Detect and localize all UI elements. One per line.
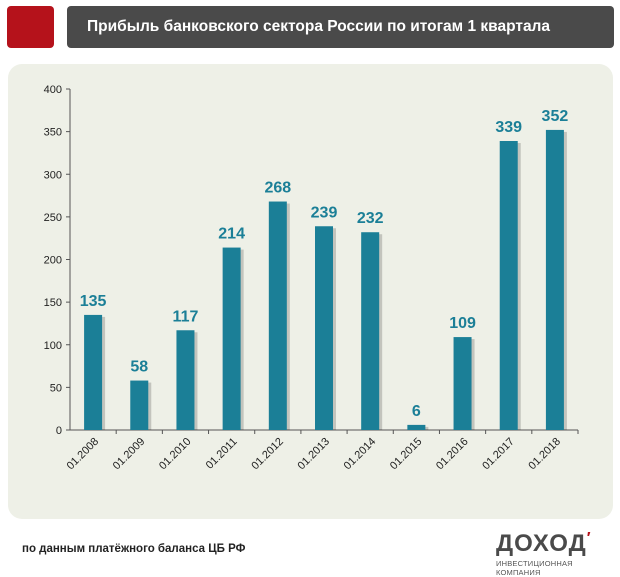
data-label: 117 <box>173 308 199 325</box>
bars <box>84 129 567 431</box>
chart-title: Прибыль банковского сектора России по ит… <box>87 18 551 35</box>
x-tick-label: 01.2010 <box>157 436 194 473</box>
data-label: 109 <box>449 315 476 332</box>
y-tick-label: 0 <box>56 425 62 437</box>
y-tick-label: 150 <box>44 297 62 309</box>
bar <box>407 424 426 430</box>
bar <box>315 226 333 430</box>
data-label: 232 <box>357 210 384 227</box>
x-tick-label: 01.2018 <box>526 436 563 473</box>
y-tick-label: 250 <box>44 212 62 224</box>
x-tick-label: 01.2008 <box>65 436 102 473</box>
brand-tagline: ИНВЕСТИЦИОННАЯ КОМПАНИЯ <box>496 559 573 577</box>
bar <box>176 330 195 430</box>
x-tick-label: 01.2012 <box>249 436 286 473</box>
brand-logo: ДОХОД′ ИНВЕСТИЦИОННАЯ КОМПАНИЯ <box>496 530 606 577</box>
bar <box>499 141 518 430</box>
x-tick-label: 01.2009 <box>111 436 148 473</box>
y-tick-label: 100 <box>44 340 62 352</box>
x-axis: 01.2008 01.2009 01.2010 01.2011 01.2012 01.20… <box>65 429 579 473</box>
brand-mark: ′ <box>586 530 592 547</box>
x-tick-label: 01.2016 <box>434 436 471 473</box>
title-bar: Прибыль банковского сектора России по ит… <box>67 6 614 48</box>
data-label: 239 <box>311 204 338 221</box>
data-label: 352 <box>542 108 569 125</box>
data-labels: 135 58 117 214 268 239 232 6 109 339 352 <box>80 108 569 420</box>
data-label: 339 <box>495 119 522 136</box>
data-label: 268 <box>264 180 291 197</box>
x-tick-label: 01.2017 <box>480 436 517 473</box>
bar <box>130 380 149 430</box>
data-label: 6 <box>412 403 421 420</box>
source-note: по данным платёжного баланса ЦБ РФ <box>22 543 246 555</box>
y-axis: 0 50 100 150 200 250 300 350 400 <box>44 84 71 437</box>
bar <box>545 129 564 431</box>
x-tick-label: 01.2015 <box>388 436 425 473</box>
x-tick-label: 01.2014 <box>342 436 379 473</box>
y-tick-label: 300 <box>44 169 62 181</box>
x-tick-label: 01.2013 <box>296 436 333 473</box>
bar <box>268 201 287 430</box>
bar <box>361 232 380 430</box>
bar <box>453 337 472 430</box>
y-tick-label: 350 <box>44 127 62 139</box>
bar <box>222 247 241 430</box>
brand-name: ДОХОД <box>496 530 587 557</box>
x-tick-label: 01.2011 <box>204 436 240 472</box>
data-label: 58 <box>130 359 148 376</box>
data-label: 135 <box>80 293 107 310</box>
y-tick-label: 50 <box>50 382 62 394</box>
y-tick-label: 200 <box>44 255 62 267</box>
data-label: 214 <box>218 226 245 243</box>
y-tick-label: 400 <box>44 84 62 96</box>
bar <box>84 314 103 430</box>
brand-logo-square <box>7 6 54 48</box>
